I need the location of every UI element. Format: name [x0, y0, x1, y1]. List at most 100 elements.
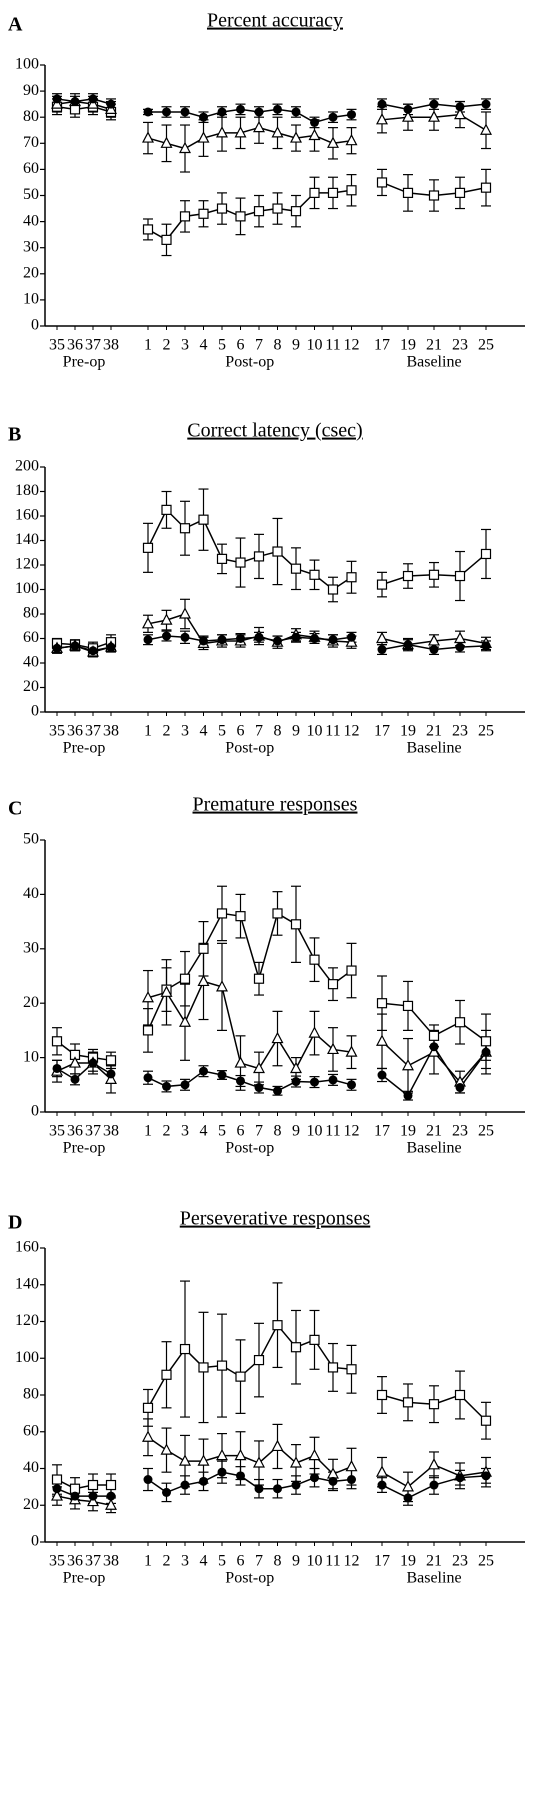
y-tick-label: 160 [15, 507, 39, 524]
marker [403, 104, 413, 114]
marker [160, 1443, 173, 1455]
marker [377, 1480, 387, 1490]
x-tick-label: 7 [255, 1553, 263, 1570]
marker [402, 110, 414, 122]
marker [88, 94, 98, 104]
x-tick-label: 9 [292, 337, 300, 354]
marker [480, 548, 492, 560]
marker [235, 1371, 246, 1382]
marker [254, 107, 264, 117]
marker [345, 1459, 358, 1472]
marker [377, 99, 387, 109]
y-tick-label: 160 [15, 1239, 39, 1256]
marker [162, 107, 171, 117]
marker [402, 1000, 414, 1012]
marker [235, 911, 246, 922]
marker [198, 514, 209, 525]
marker [197, 1454, 210, 1466]
series-line [147, 980, 352, 1070]
marker [428, 110, 440, 122]
x-tick-label: 8 [274, 1553, 282, 1570]
marker [217, 107, 227, 117]
marker [106, 642, 116, 652]
x-tick-label: 2 [163, 337, 171, 354]
marker [179, 607, 191, 619]
x-tick-label: 11 [325, 723, 340, 740]
marker [272, 1320, 283, 1331]
series-line [147, 126, 352, 150]
x-tick-label: 36 [67, 1553, 83, 1570]
chart-title: Perseverative responses [180, 1208, 371, 1230]
marker [217, 1467, 227, 1477]
x-tick-label: 19 [400, 723, 416, 740]
x-tick-label: 1 [144, 723, 152, 740]
marker [290, 206, 302, 217]
marker [455, 1473, 465, 1483]
y-tick-label: 0 [31, 703, 39, 720]
marker [217, 1070, 227, 1080]
marker [180, 1480, 190, 1490]
group-label: Baseline [406, 1140, 461, 1157]
marker [179, 973, 191, 984]
marker [87, 1479, 99, 1491]
x-tick-label: 23 [452, 723, 468, 740]
y-tick-label: 20 [23, 678, 39, 695]
marker [309, 1334, 320, 1345]
marker [327, 187, 339, 198]
marker [271, 1439, 284, 1452]
y-tick-label: 100 [15, 1349, 39, 1366]
y-tick-label: 80 [23, 108, 39, 125]
marker [143, 107, 153, 117]
x-tick-label: 17 [374, 1123, 390, 1140]
y-tick-label: 120 [15, 1312, 39, 1329]
marker [402, 187, 414, 198]
marker [253, 120, 265, 133]
marker [69, 1056, 81, 1068]
marker [160, 136, 173, 148]
marker [236, 1076, 245, 1086]
marker [180, 632, 190, 642]
marker [310, 1473, 319, 1483]
marker [180, 1080, 190, 1090]
marker [454, 631, 466, 644]
marker [52, 94, 62, 104]
x-tick-label: 3 [181, 337, 189, 354]
marker [310, 634, 319, 643]
x-tick-label: 17 [374, 337, 390, 354]
marker [310, 117, 319, 127]
marker [253, 1354, 265, 1366]
marker [327, 1042, 339, 1055]
x-tick-label: 36 [67, 1123, 83, 1140]
marker [429, 1042, 439, 1052]
x-tick-label: 6 [237, 1553, 245, 1570]
y-tick-label: 10 [23, 1048, 39, 1065]
marker [428, 1045, 440, 1057]
marker [179, 1343, 191, 1355]
marker [235, 557, 246, 568]
marker [236, 104, 245, 114]
x-tick-label: 7 [255, 1123, 263, 1140]
marker [142, 1430, 154, 1442]
marker [51, 1474, 63, 1485]
group-label: Post-op [225, 740, 274, 757]
x-tick-label: 35 [49, 337, 65, 354]
marker [199, 1476, 208, 1486]
y-tick-label: 0 [31, 317, 39, 334]
y-tick-label: 60 [23, 1422, 39, 1439]
x-tick-label: 3 [181, 1123, 189, 1140]
marker [376, 1389, 388, 1401]
x-tick-label: 4 [200, 337, 208, 354]
x-tick-label: 1 [144, 1553, 152, 1570]
y-tick-label: 20 [23, 994, 39, 1011]
x-tick-label: 6 [237, 1123, 245, 1140]
x-tick-label: 12 [344, 1123, 360, 1140]
marker [216, 203, 228, 214]
group-label: Baseline [406, 740, 461, 757]
x-tick-label: 5 [218, 1123, 226, 1140]
x-tick-label: 12 [344, 723, 360, 740]
marker [106, 1491, 116, 1501]
y-tick-label: 70 [23, 134, 39, 151]
marker [142, 617, 154, 629]
marker [328, 635, 338, 645]
marker [308, 1026, 321, 1038]
